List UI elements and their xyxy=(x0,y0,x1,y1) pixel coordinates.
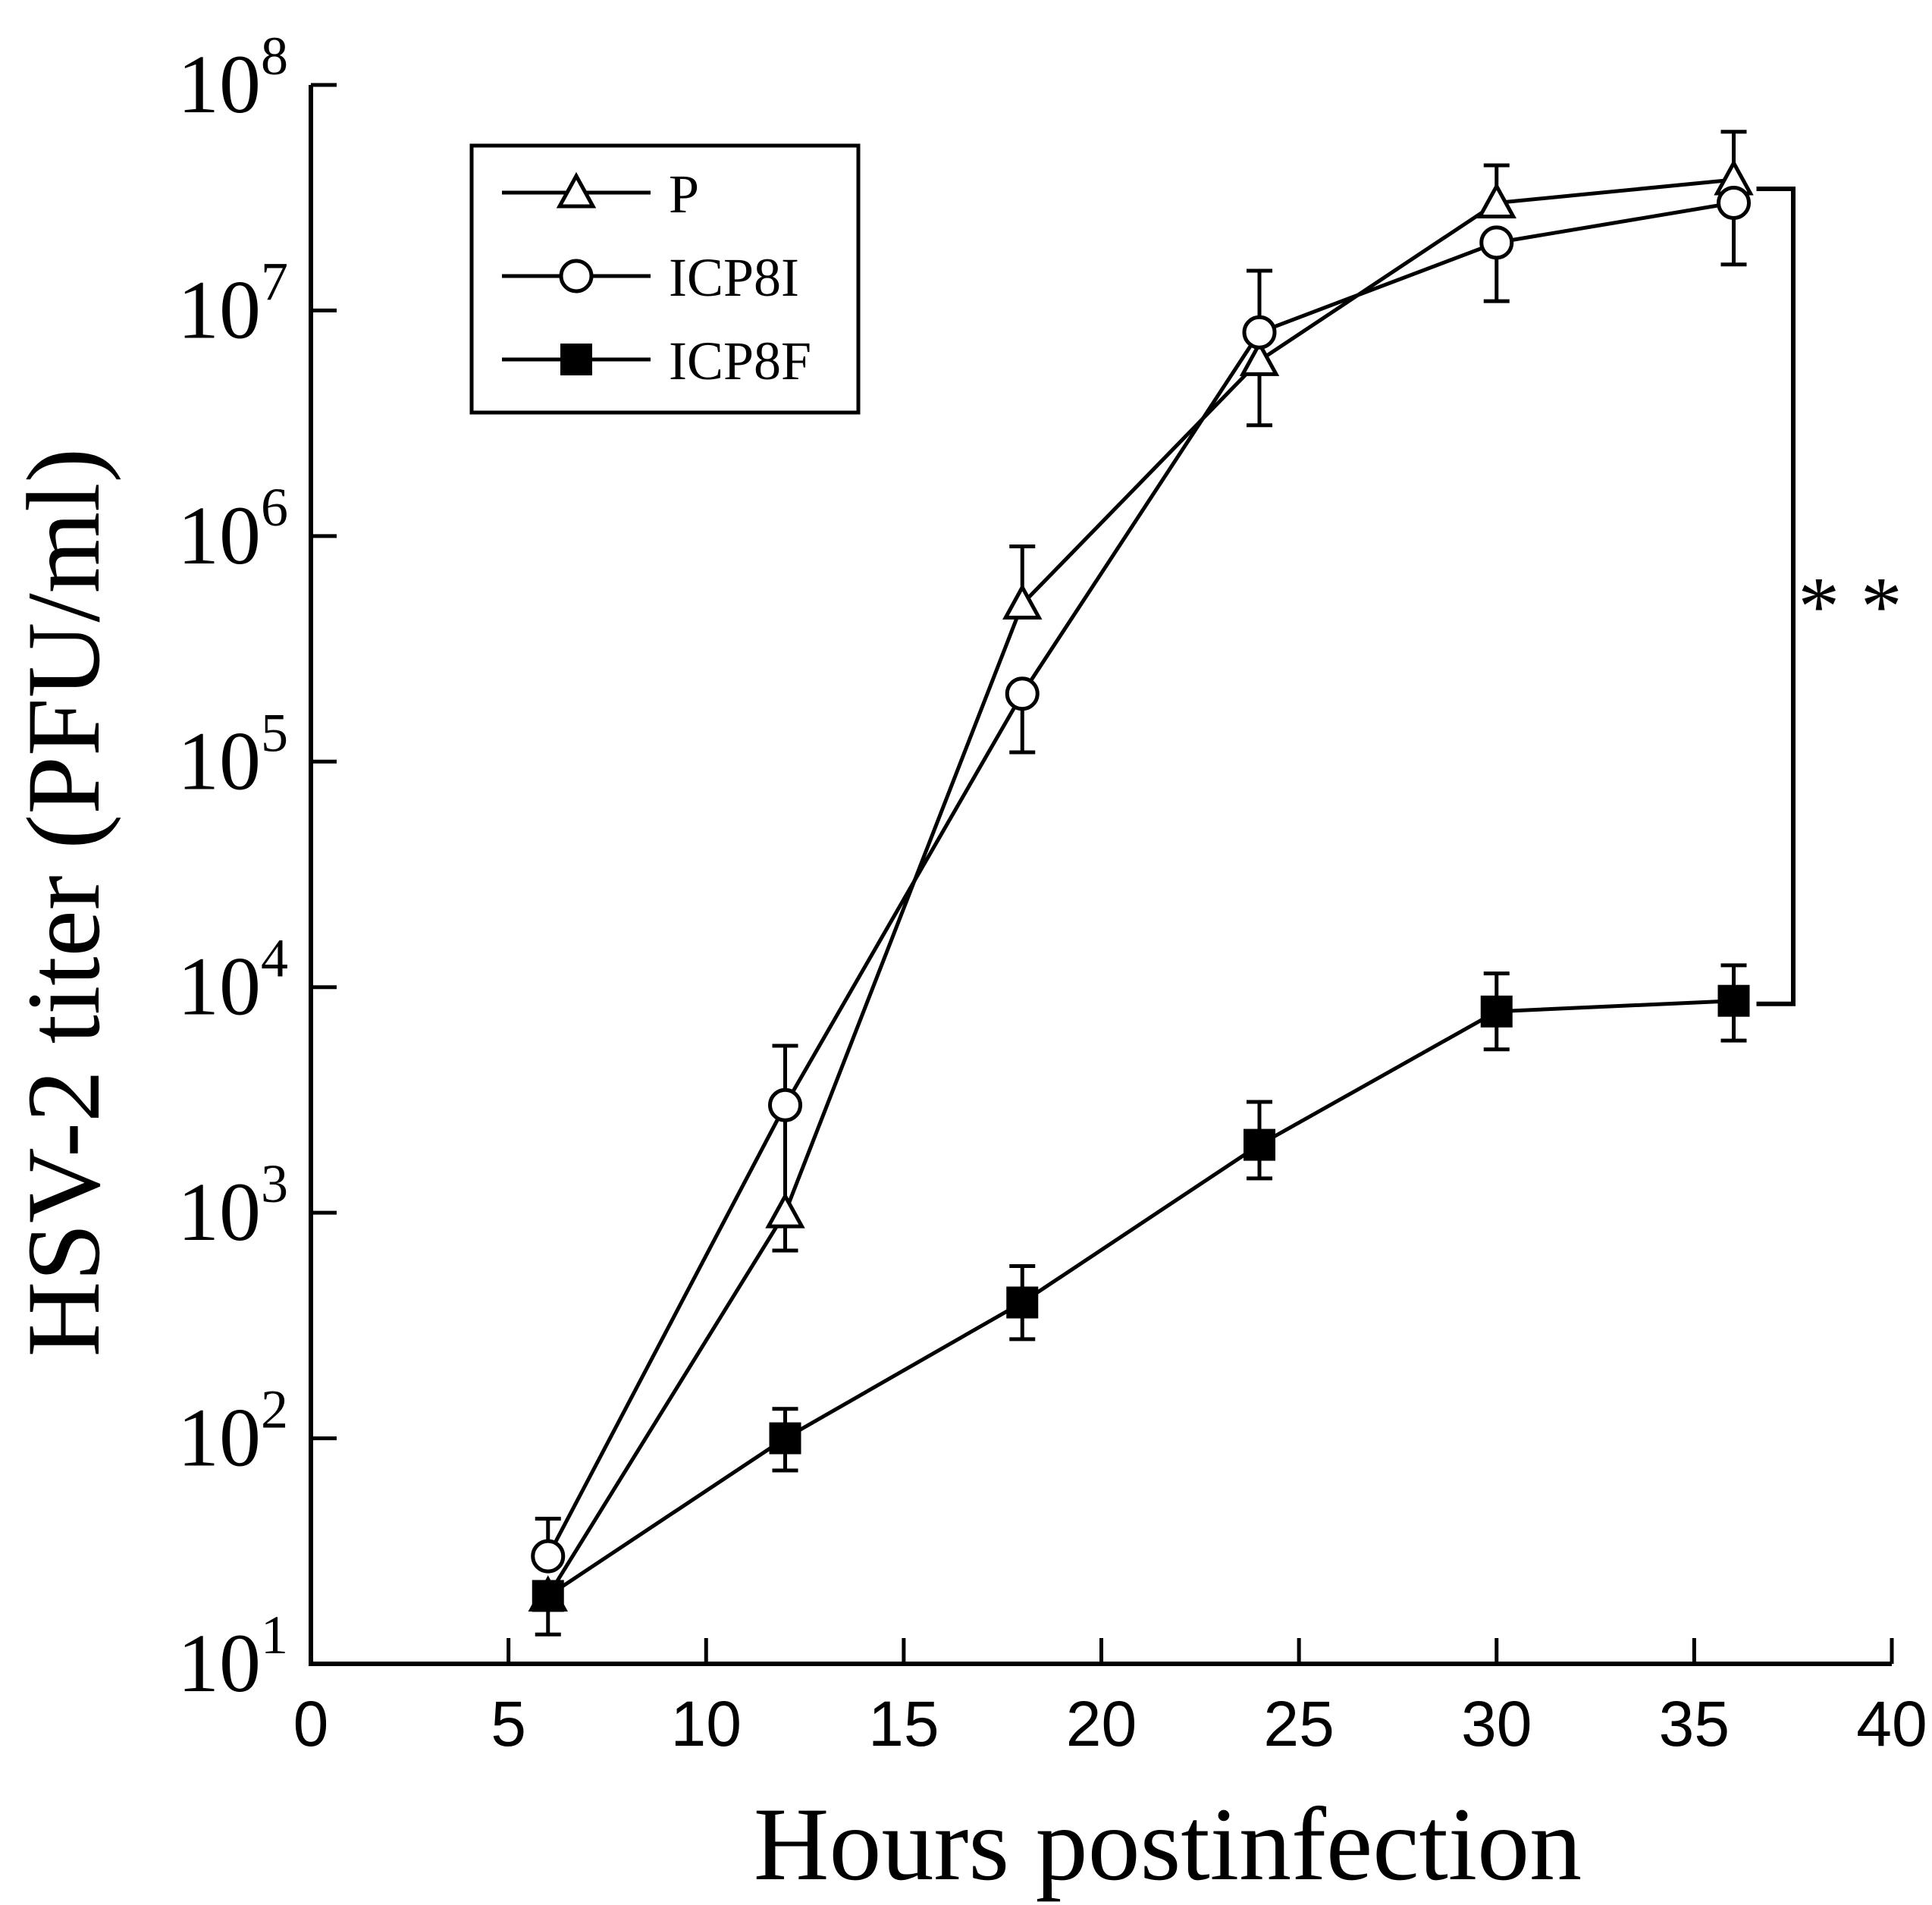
y-tick-base: 10 xyxy=(177,940,261,1033)
axes xyxy=(309,85,1892,1666)
data-point-icp8f xyxy=(1480,995,1513,1028)
data-point-p xyxy=(1476,182,1516,219)
x-tick-label: 35 xyxy=(1659,1688,1730,1759)
y-tick-label: 108 xyxy=(177,26,288,130)
y-tick-exponent: 7 xyxy=(261,251,288,312)
x-tick-label: 10 xyxy=(671,1688,742,1759)
y-tick-base: 10 xyxy=(177,1166,261,1258)
series-icp8i xyxy=(531,186,1751,1574)
x-tick-label: 25 xyxy=(1263,1688,1334,1759)
error-bar xyxy=(772,1044,798,1213)
series-group xyxy=(528,130,1754,1637)
data-point-icp8f xyxy=(532,1580,564,1612)
y-tick-label: 106 xyxy=(177,477,288,582)
legend-box xyxy=(469,143,861,415)
significance-bracket: * * xyxy=(1756,186,1902,1006)
y-tick-exponent: 5 xyxy=(261,702,288,763)
data-point-icp8i xyxy=(768,1087,802,1122)
y-tick-base: 10 xyxy=(177,1392,261,1484)
x-ticks: 0 5 10 15 20 25 30 35 40 xyxy=(293,1638,1927,1759)
y-tick-exponent: 6 xyxy=(261,477,288,538)
y-tick-label: 102 xyxy=(177,1379,288,1484)
y-tick-label: 107 xyxy=(177,251,288,356)
data-point-icp8i xyxy=(1717,186,1751,221)
y-tick-exponent: 1 xyxy=(261,1605,288,1665)
significance-label: * * xyxy=(1798,560,1902,652)
y-tick-label: 103 xyxy=(177,1153,288,1258)
significance-line xyxy=(1756,186,1796,1006)
y-tick-exponent: 3 xyxy=(261,1153,288,1214)
x-tick-label: 20 xyxy=(1066,1688,1137,1759)
series-line-icp8f xyxy=(547,999,1734,1598)
data-point-icp8f xyxy=(769,1422,801,1455)
series-line-icp8i xyxy=(546,201,1734,1558)
y-tick-base: 10 xyxy=(177,263,261,356)
x-axis-title: Hours postinfection xyxy=(754,1786,1582,1902)
axis-frame xyxy=(309,85,1892,1666)
y-tick-base: 10 xyxy=(177,489,261,582)
y-tick-base: 10 xyxy=(177,714,261,807)
y-tick-exponent: 4 xyxy=(261,928,288,989)
y-tick-base: 10 xyxy=(177,1617,261,1709)
legend-marker-p xyxy=(556,171,597,209)
data-point-icp8i xyxy=(531,1539,566,1574)
legend-marker-icp8f xyxy=(560,344,592,375)
y-tick-label: 104 xyxy=(177,928,288,1033)
data-point-p xyxy=(1002,583,1043,620)
data-point-p xyxy=(1239,340,1280,376)
legend-label-icp8f: ICP8F xyxy=(669,331,811,391)
data-point-icp8f xyxy=(1244,1128,1275,1161)
series-icp8f xyxy=(532,963,1750,1637)
legend-label-p: P xyxy=(669,164,699,224)
y-tick-exponent: 8 xyxy=(261,26,288,86)
y-tick-base: 10 xyxy=(177,38,261,130)
y-axis-title: HSV-2 titer (PFU/ml) xyxy=(5,448,121,1357)
y-tick-label: 105 xyxy=(177,702,288,807)
legend-label-icp8i: ICP8I xyxy=(669,247,799,308)
legend-marker-icp8i xyxy=(559,259,594,293)
data-point-icp8i xyxy=(1479,225,1514,260)
data-point-p xyxy=(765,1191,805,1229)
y-tick-label: 101 xyxy=(177,1605,288,1709)
data-point-icp8f xyxy=(1006,1286,1039,1319)
x-tick-label: 40 xyxy=(1856,1688,1927,1759)
data-point-icp8f xyxy=(1717,984,1750,1017)
series-p xyxy=(528,130,1754,1612)
x-tick-label: 30 xyxy=(1461,1688,1532,1759)
y-tick-exponent: 2 xyxy=(261,1379,288,1440)
x-tick-label: 5 xyxy=(491,1688,526,1759)
series-line-p xyxy=(546,177,1734,1597)
x-tick-label: 0 xyxy=(293,1688,329,1759)
data-point-icp8i xyxy=(1005,676,1040,711)
legend: P ICP8I ICP8F xyxy=(469,143,861,415)
x-tick-label: 15 xyxy=(868,1688,939,1759)
data-point-icp8i xyxy=(1242,315,1277,350)
